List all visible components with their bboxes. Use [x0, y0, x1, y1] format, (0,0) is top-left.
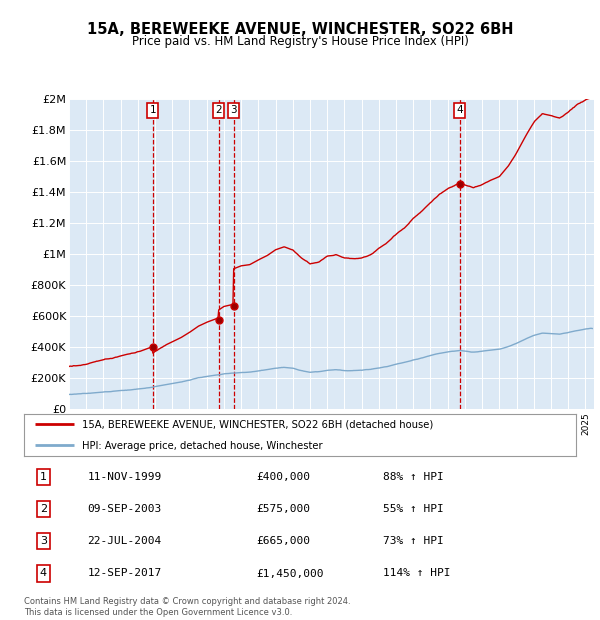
Text: 3: 3	[40, 536, 47, 546]
Text: 4: 4	[40, 569, 47, 578]
Text: Contains HM Land Registry data © Crown copyright and database right 2024.
This d: Contains HM Land Registry data © Crown c…	[24, 598, 350, 617]
Text: 22-JUL-2004: 22-JUL-2004	[88, 536, 162, 546]
Text: 1: 1	[149, 105, 156, 115]
Text: £665,000: £665,000	[256, 536, 310, 546]
Text: 73% ↑ HPI: 73% ↑ HPI	[383, 536, 443, 546]
Text: 114% ↑ HPI: 114% ↑ HPI	[383, 569, 450, 578]
Text: 11-NOV-1999: 11-NOV-1999	[88, 472, 162, 482]
Text: 3: 3	[230, 105, 237, 115]
Text: £400,000: £400,000	[256, 472, 310, 482]
Text: 2: 2	[215, 105, 222, 115]
Text: 15A, BEREWEEKE AVENUE, WINCHESTER, SO22 6BH (detached house): 15A, BEREWEEKE AVENUE, WINCHESTER, SO22 …	[82, 420, 433, 430]
Text: 09-SEP-2003: 09-SEP-2003	[88, 504, 162, 514]
Text: 4: 4	[457, 105, 463, 115]
Text: 2: 2	[40, 504, 47, 514]
Text: 88% ↑ HPI: 88% ↑ HPI	[383, 472, 443, 482]
Text: 55% ↑ HPI: 55% ↑ HPI	[383, 504, 443, 514]
Text: HPI: Average price, detached house, Winchester: HPI: Average price, detached house, Winc…	[82, 441, 323, 451]
Text: 12-SEP-2017: 12-SEP-2017	[88, 569, 162, 578]
Text: £1,450,000: £1,450,000	[256, 569, 323, 578]
Text: 15A, BEREWEEKE AVENUE, WINCHESTER, SO22 6BH: 15A, BEREWEEKE AVENUE, WINCHESTER, SO22 …	[87, 22, 513, 37]
Text: Price paid vs. HM Land Registry's House Price Index (HPI): Price paid vs. HM Land Registry's House …	[131, 35, 469, 48]
Text: 1: 1	[40, 472, 47, 482]
Text: £575,000: £575,000	[256, 504, 310, 514]
